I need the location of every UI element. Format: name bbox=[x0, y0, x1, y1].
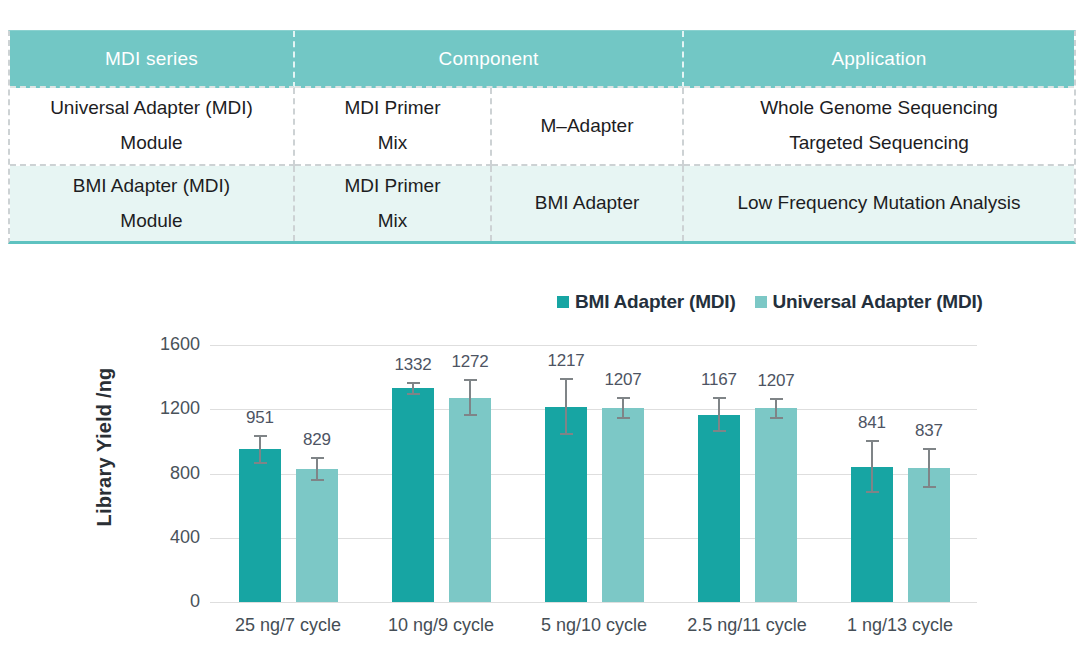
gridline bbox=[210, 345, 977, 346]
gridline bbox=[210, 602, 977, 603]
bar bbox=[392, 388, 434, 602]
error-bar bbox=[316, 457, 318, 482]
bar-value-label: 951 bbox=[224, 408, 296, 428]
y-tick-label: 1600 bbox=[130, 334, 200, 355]
error-bar-cap bbox=[617, 417, 630, 419]
error-bar-cap bbox=[407, 382, 420, 384]
x-tick-label: 1 ng/13 cycle bbox=[825, 615, 975, 636]
bar bbox=[698, 415, 740, 602]
error-bar bbox=[871, 440, 873, 493]
y-tick-label: 800 bbox=[130, 463, 200, 484]
error-bar-cap bbox=[713, 397, 726, 399]
chart-legend: BMI Adapter (MDI) Universal Adapter (MDI) bbox=[557, 291, 983, 313]
legend-label: BMI Adapter (MDI) bbox=[575, 291, 736, 313]
error-bar bbox=[259, 435, 261, 464]
bar-value-label: 1272 bbox=[434, 352, 506, 372]
y-tick-label: 0 bbox=[130, 591, 200, 612]
error-bar-cap bbox=[254, 462, 267, 464]
y-tick-label: 1200 bbox=[130, 398, 200, 419]
error-bar-cap bbox=[713, 430, 726, 432]
error-bar-cap bbox=[311, 457, 324, 459]
error-bar bbox=[718, 397, 720, 432]
error-bar-cap bbox=[923, 448, 936, 450]
legend-label: Universal Adapter (MDI) bbox=[773, 291, 983, 313]
page: MDI series Component Application Univers… bbox=[0, 0, 1088, 650]
bar bbox=[239, 449, 281, 602]
bar bbox=[908, 468, 950, 602]
library-yield-bar-chart: Library Yield /ng BMI Adapter (MDI) Unive… bbox=[0, 0, 1088, 650]
error-bar bbox=[775, 398, 777, 419]
x-tick-label: 10 ng/9 cycle bbox=[366, 615, 516, 636]
bar bbox=[449, 398, 491, 602]
bar-value-label: 829 bbox=[281, 430, 353, 450]
gridline bbox=[210, 409, 977, 410]
bar-value-label: 1207 bbox=[587, 370, 659, 390]
legend-item: BMI Adapter (MDI) bbox=[557, 291, 736, 313]
x-tick-label: 2.5 ng/11 cycle bbox=[672, 615, 822, 636]
error-bar-cap bbox=[464, 414, 477, 416]
error-bar-cap bbox=[770, 398, 783, 400]
error-bar-cap bbox=[560, 378, 573, 380]
y-axis-title: Library Yield /ng bbox=[93, 368, 116, 527]
error-bar-cap bbox=[923, 486, 936, 488]
legend-swatch bbox=[755, 296, 767, 308]
error-bar-cap bbox=[311, 479, 324, 481]
bar bbox=[755, 408, 797, 602]
bar bbox=[296, 469, 338, 602]
x-tick-label: 5 ng/10 cycle bbox=[519, 615, 669, 636]
error-bar bbox=[469, 379, 471, 416]
error-bar-cap bbox=[254, 435, 267, 437]
error-bar-cap bbox=[407, 393, 420, 395]
error-bar-cap bbox=[560, 433, 573, 435]
error-bar bbox=[622, 397, 624, 420]
legend-item: Universal Adapter (MDI) bbox=[755, 291, 983, 313]
error-bar-cap bbox=[770, 417, 783, 419]
error-bar-cap bbox=[617, 397, 630, 399]
error-bar bbox=[928, 448, 930, 488]
error-bar-cap bbox=[866, 440, 879, 442]
error-bar-cap bbox=[866, 491, 879, 493]
bar-value-label: 1207 bbox=[740, 371, 812, 391]
x-tick-label: 25 ng/7 cycle bbox=[213, 615, 363, 636]
bar bbox=[545, 407, 587, 603]
bar bbox=[602, 408, 644, 602]
bar-value-label: 1217 bbox=[530, 351, 602, 371]
legend-swatch bbox=[557, 296, 569, 308]
error-bar-cap bbox=[464, 379, 477, 381]
bar-value-label: 837 bbox=[893, 421, 965, 441]
error-bar bbox=[565, 378, 567, 434]
y-tick-label: 400 bbox=[130, 527, 200, 548]
